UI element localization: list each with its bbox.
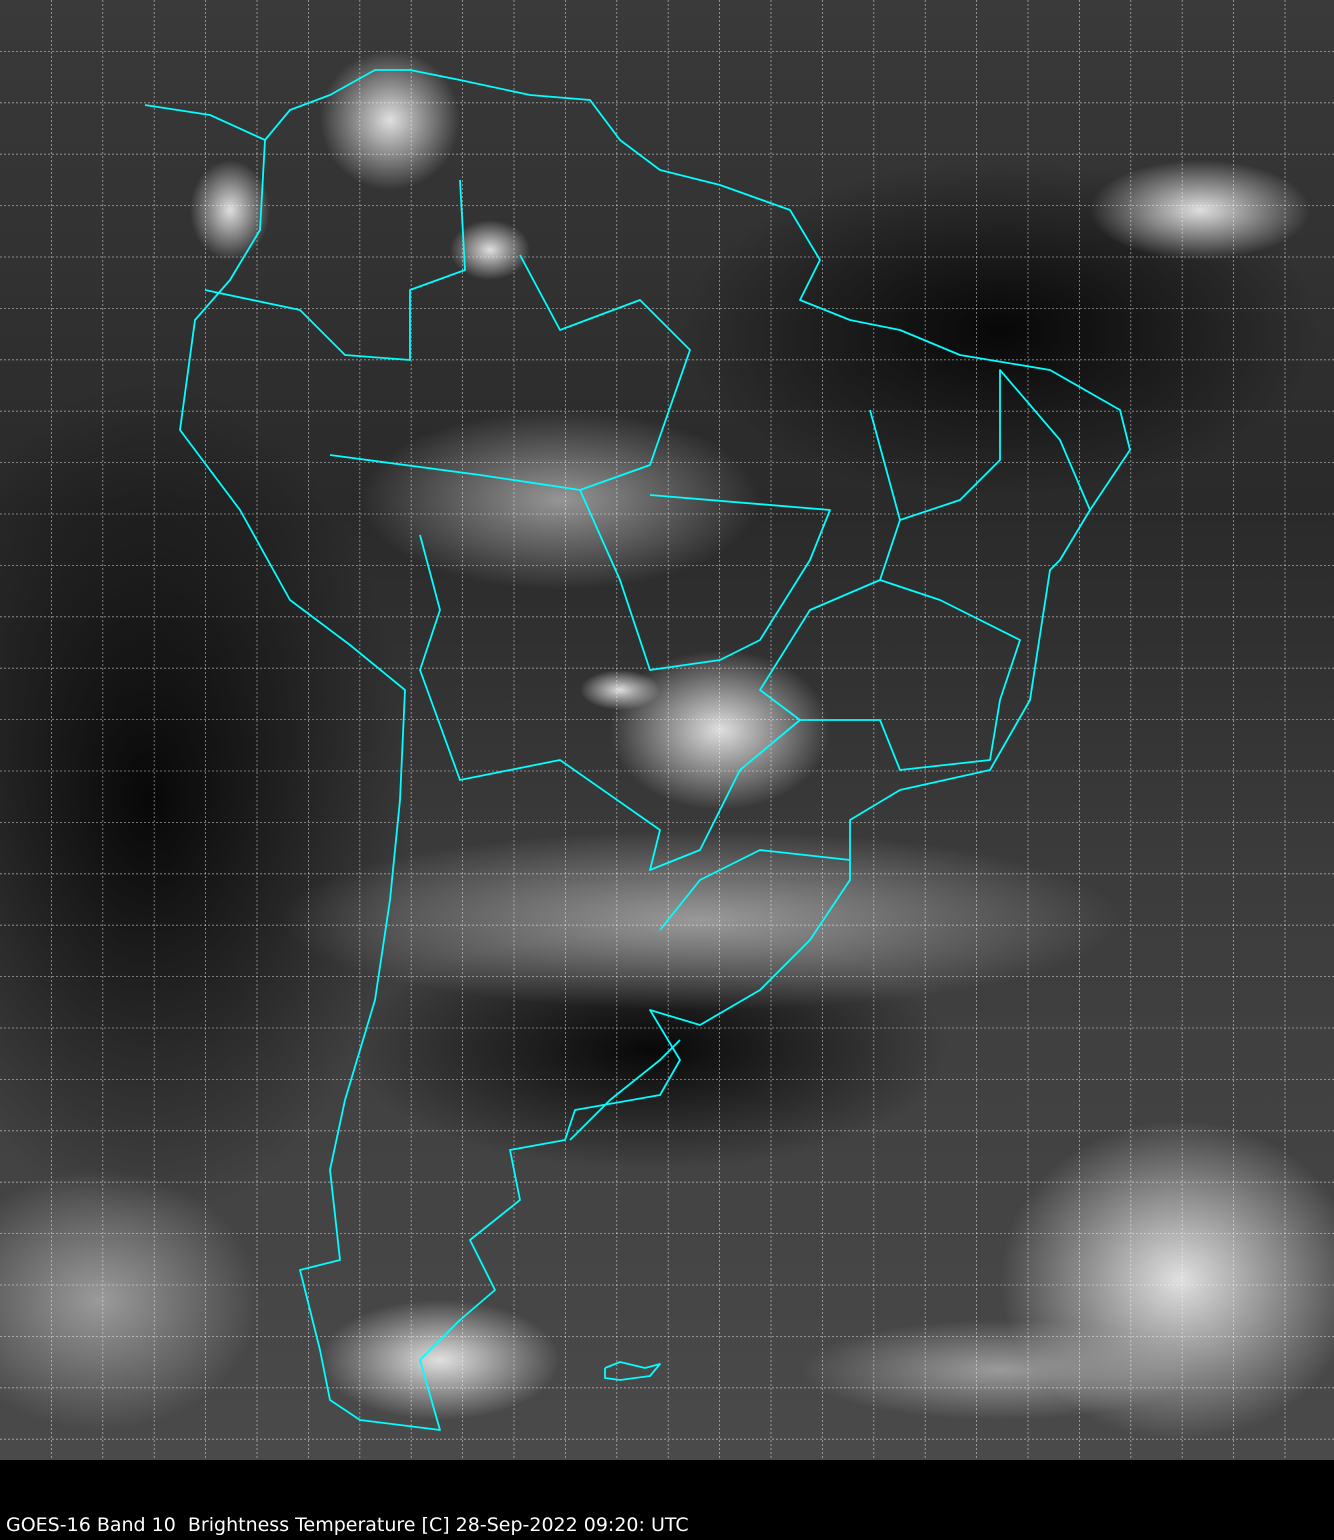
- imagery-features: [0, 50, 1334, 1440]
- border-line: [800, 579, 1021, 771]
- border-line: [569, 1039, 681, 1141]
- border-line: [579, 489, 831, 671]
- satellite-map: [0, 0, 1334, 1460]
- falklands: [604, 1361, 661, 1381]
- border-line: [659, 849, 851, 931]
- graticule-grid: [0, 0, 1334, 1460]
- border-line: [419, 409, 901, 871]
- border-line: [899, 369, 1091, 521]
- border-line: [204, 179, 466, 361]
- image-caption: GOES-16 Band 10 Brightness Temperature […: [6, 1514, 689, 1536]
- south-america-coastline: [144, 69, 1131, 1431]
- border-line: [329, 254, 691, 491]
- political-borders: [144, 69, 1131, 1431]
